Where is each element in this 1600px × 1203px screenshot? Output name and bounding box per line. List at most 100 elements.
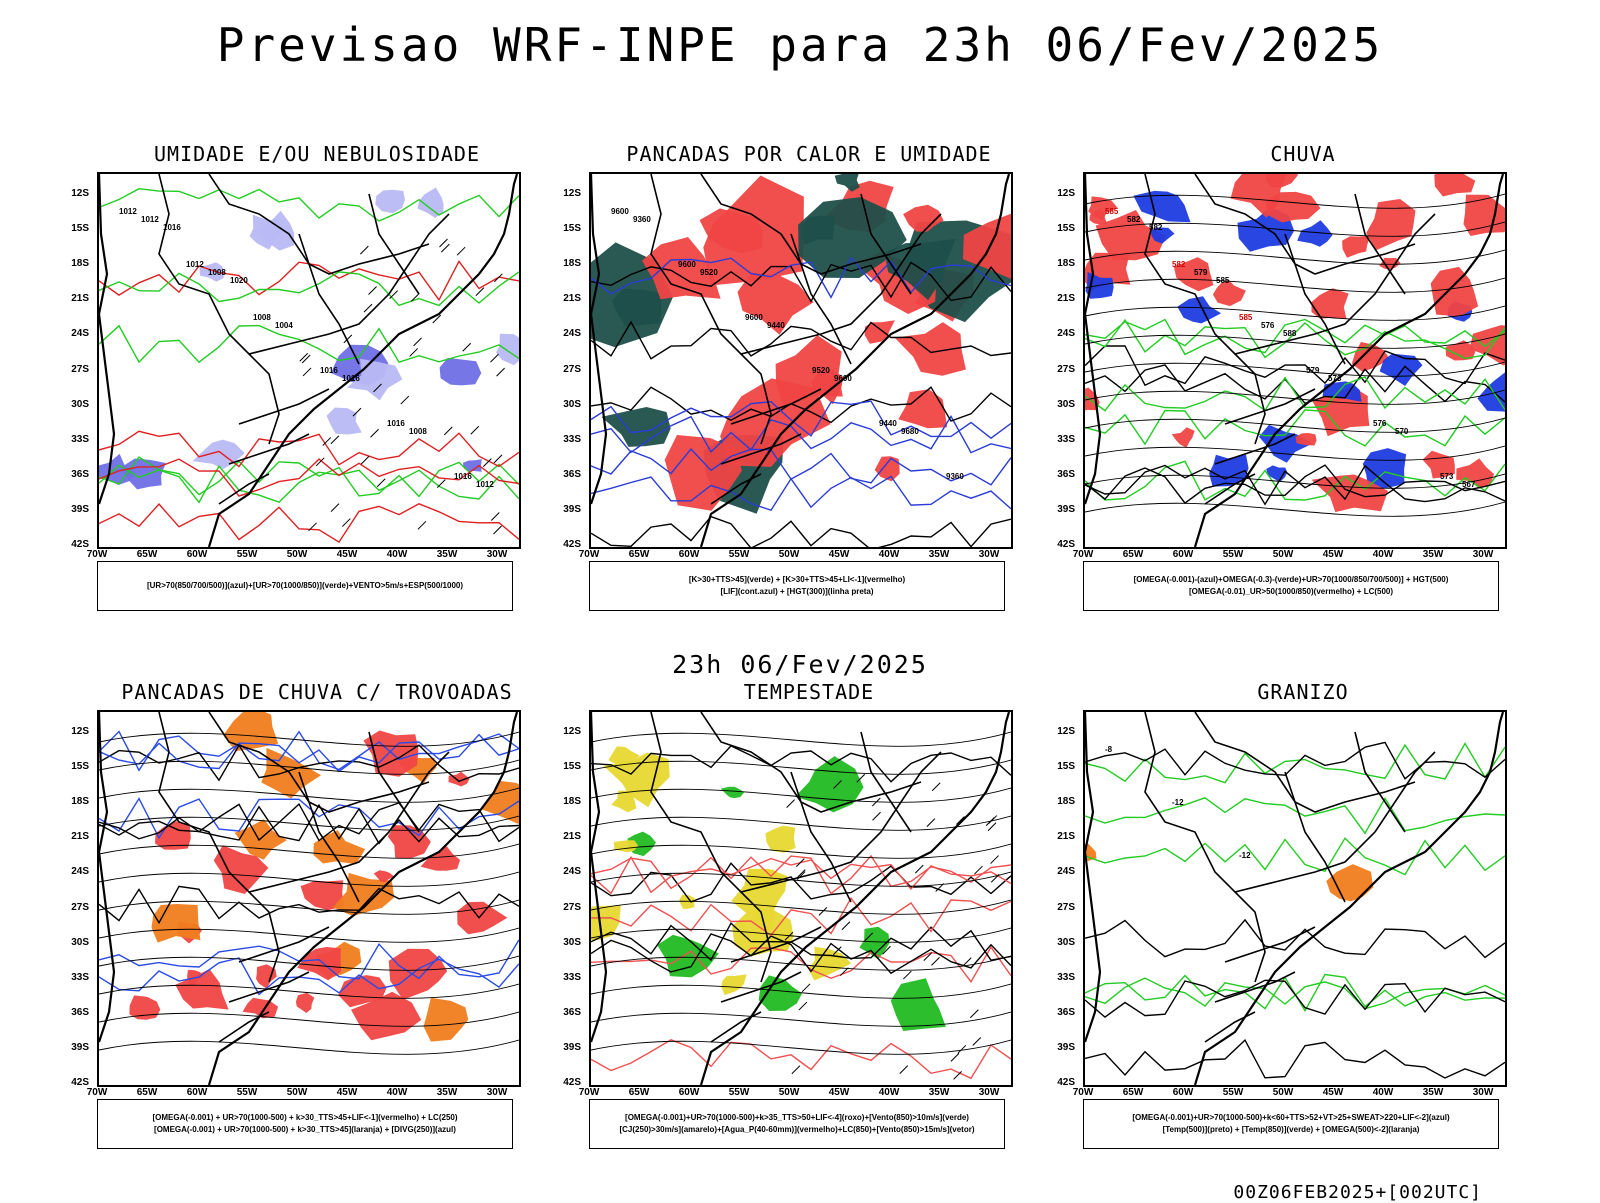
latitude-tick-label: 33S xyxy=(1057,971,1075,983)
contour-value-label: 585 xyxy=(1239,313,1253,322)
longitude-tick-label: 45W xyxy=(1322,549,1344,560)
contour-line xyxy=(1085,742,1505,784)
panel-title: GRANIZO xyxy=(1257,680,1349,704)
contour-line xyxy=(1085,409,1505,447)
longitude-tick-label: 55W xyxy=(728,549,750,560)
wind-vector xyxy=(833,780,842,789)
latitude-tick-label: 36S xyxy=(1057,468,1075,480)
state-border xyxy=(1234,213,1436,355)
legend-text: [Temp(500)](preto) + [Temp(850)](verde) … xyxy=(1162,1125,1420,1134)
map-canvas: 1012 1012 1008 1016 1016 1016 1012 1008 1004 1016… xyxy=(99,174,519,547)
wind-vector xyxy=(373,383,382,393)
state-border xyxy=(1234,751,1436,893)
wind-vector xyxy=(864,932,874,942)
shaded-region xyxy=(1379,353,1423,386)
wind-vector xyxy=(439,238,448,248)
latitude-tick-label: 39S xyxy=(1057,503,1075,515)
wind-vector xyxy=(475,287,485,296)
streamline xyxy=(591,955,1011,971)
state-border xyxy=(368,731,420,833)
wind-vector xyxy=(330,435,340,445)
longitude-tick-label: 40W xyxy=(878,549,900,560)
state-border xyxy=(1214,971,1296,1003)
forecast-map xyxy=(97,710,521,1087)
contour-value-label: -12 xyxy=(1239,851,1251,860)
longitude-tick-label: 40W xyxy=(1372,1087,1394,1098)
latitude-tick-label: 21S xyxy=(1057,831,1075,843)
wind-vector xyxy=(493,525,502,535)
longitude-tick-label: 70W xyxy=(86,549,108,560)
shaded-region xyxy=(721,974,747,996)
coastline xyxy=(1085,174,1505,547)
latitude-tick-label: 36S xyxy=(71,468,89,480)
contour-line xyxy=(1085,1038,1505,1079)
contour-value-label: 582 xyxy=(1149,223,1163,232)
longitude-tick-label: 30W xyxy=(486,549,508,560)
state-border xyxy=(1204,1011,1256,1043)
map-canvas: 585 582 585 579 576 573 582 579 576 573 570 567 582 5… xyxy=(1085,174,1505,547)
contour-value-label: 1016 xyxy=(342,374,360,383)
state-border xyxy=(1284,771,1346,903)
coastline xyxy=(1085,712,1505,1085)
streamline xyxy=(1085,221,1505,237)
latitude-tick-label: 39S xyxy=(71,1041,89,1053)
longitude-tick-label: 35W xyxy=(436,1087,458,1098)
wind-vector xyxy=(432,314,442,324)
latitude-tick-label: 42S xyxy=(1057,1077,1075,1088)
wind-vector xyxy=(440,243,450,253)
state-border xyxy=(228,971,310,1003)
legend-text: [OMEGA(-0.01)_UR>50(1000/850)(vermelho) … xyxy=(1188,587,1394,596)
forecast-map: 585 582 585 579 576 573 582 579 576 573 570 567 582 5… xyxy=(1083,172,1507,549)
latitude-tick-label: 24S xyxy=(1057,328,1075,340)
latitude-tick-label: 15S xyxy=(1057,223,1075,235)
shaded-region xyxy=(295,992,315,1013)
streamline xyxy=(99,1011,519,1027)
state-border xyxy=(228,433,310,465)
shaded-region xyxy=(765,825,796,853)
longitude-tick-label: 70W xyxy=(578,1087,600,1098)
latitude-tick-label: 36S xyxy=(563,468,581,480)
map-canvas: 9600 9600 9600 9520 9440 9360 9360 9520 9440 9600… xyxy=(591,174,1011,547)
shaded-region xyxy=(223,712,279,752)
contour-line xyxy=(99,464,519,504)
shaded-region xyxy=(1133,190,1191,223)
streamline xyxy=(1085,277,1505,293)
streamline xyxy=(591,899,1011,915)
latitude-tick-label: 15S xyxy=(71,223,89,235)
shaded-region xyxy=(1434,174,1476,197)
latitude-tick-label: 12S xyxy=(71,726,89,737)
contour-line xyxy=(591,896,1011,937)
wind-vector xyxy=(301,354,311,364)
contour-value-label: 9440 xyxy=(879,419,897,428)
longitude-tick-label: 70W xyxy=(86,1087,108,1098)
latitude-tick-label: 12S xyxy=(563,726,581,737)
shaded-region xyxy=(758,975,803,1011)
contour-value-label: 9520 xyxy=(812,366,830,375)
shaded-region xyxy=(1265,191,1321,223)
longitude-tick-label: 30W xyxy=(1472,1087,1494,1098)
contour-line xyxy=(1085,979,1505,1018)
contour-line xyxy=(1085,460,1505,501)
longitude-tick-label: 45W xyxy=(1322,1087,1344,1098)
legend-box: [K>30+TTS>45](verde) + [K>30+TTS>45+LI<-… xyxy=(589,561,1005,611)
contour-line xyxy=(591,945,1011,983)
longitude-tick-label: 55W xyxy=(236,1087,258,1098)
shaded-region xyxy=(1295,433,1317,446)
shaded-region xyxy=(611,790,637,813)
panel-humidity: UMIDADE E/OU NEBULOSIDADE 12S 15S 18S 21S 24S… xyxy=(57,142,577,622)
panel-title: PANCADAS POR CALOR E UMIDADE xyxy=(626,142,992,166)
shaded-region xyxy=(1362,448,1407,490)
state-border xyxy=(1204,473,1256,505)
latitude-tick-label: 12S xyxy=(1057,726,1075,737)
wind-vector xyxy=(352,407,362,417)
shaded-region xyxy=(1463,194,1505,236)
forecast-map: 9600 9600 9600 9520 9440 9360 9360 9520 9440 9600… xyxy=(589,172,1013,549)
contour-value-label: 9600 xyxy=(745,313,763,322)
streamline xyxy=(99,843,519,859)
contour-line xyxy=(99,939,519,980)
latitude-tick-label: 21S xyxy=(71,293,89,305)
shaded-region xyxy=(199,262,225,282)
contour-value-label: 567 xyxy=(1462,480,1476,489)
shaded-region xyxy=(1153,890,1224,938)
wind-vector xyxy=(882,945,891,955)
